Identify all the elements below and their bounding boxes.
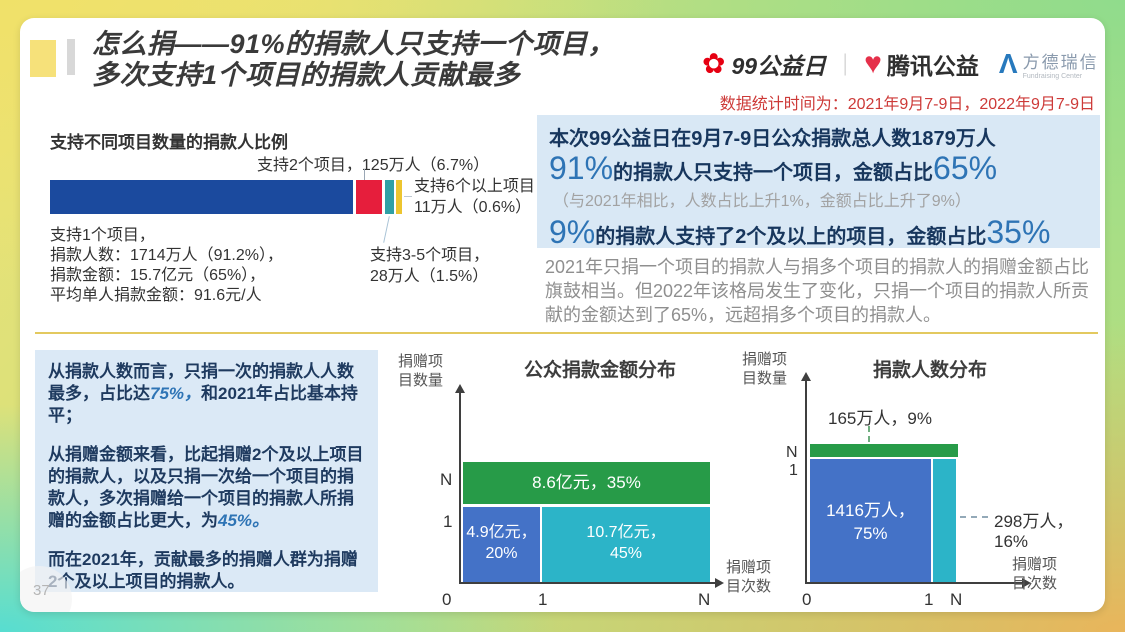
fundraising-center-mark-icon: Λ bbox=[998, 48, 1018, 79]
mekko2-callout-298: 298万人，16% bbox=[994, 512, 1074, 551]
stat-91-text: 的捐款人只支持一个项目，金额占比 bbox=[613, 162, 934, 184]
mekko2-xaxis-arrow-icon bbox=[1022, 578, 1031, 588]
leader-line-6plus-projects bbox=[404, 196, 412, 197]
mekko2-dash-leader-165 bbox=[868, 426, 870, 442]
page-number: 37 bbox=[33, 582, 50, 599]
mekko1-ytick-1: 1 bbox=[443, 512, 453, 531]
brand-fundraising-center-sub: Fundraising Center bbox=[1022, 73, 1083, 80]
bar-segment-2-projects bbox=[356, 180, 382, 214]
mekko1-xtick-1: 1 bbox=[538, 590, 548, 609]
bar-segment-3-5-projects bbox=[385, 180, 394, 214]
stacked-bar-title: 支持不同项目数量的捐款人比例 bbox=[50, 133, 288, 152]
label-1-project-line3: 捐款金额：15.7亿元（65%）， bbox=[50, 267, 266, 284]
stats-comparison-note: （与2021年相比，人数占比上升1%，金额占比上升了9%） bbox=[553, 193, 971, 210]
mekko2-yaxis-arrow-icon bbox=[801, 372, 811, 381]
mekko2-yaxis bbox=[805, 380, 807, 584]
stat-91-value: 91% bbox=[549, 150, 614, 186]
mekko2-ytick-N: N bbox=[786, 444, 798, 461]
mekko2-block-multi-projects bbox=[810, 444, 958, 457]
mekko1-xaxis bbox=[459, 582, 715, 584]
label-1-project-line4: 平均单人捐款金额：91.6元/人 bbox=[50, 287, 262, 304]
mekko2-ytick-1: 1 bbox=[789, 462, 798, 479]
label-1-project-line2: 捐款人数：1714万人（91.2%）， bbox=[50, 247, 283, 264]
slide-card: 怎么捐——91%的捐款人只支持一个项目， 多次支持1个项目的捐款人贡献最多 ✿ … bbox=[20, 18, 1105, 612]
analysis-p1-em: 75%， bbox=[150, 384, 202, 403]
analysis-p3: 而在2021年，贡献最多的捐赠人群为捐赠2个及以上项目的捐款人。 bbox=[48, 550, 358, 591]
gongyi-flower-icon: ✿ bbox=[702, 48, 726, 79]
page-title-line1: 怎么捐——91%的捐款人只支持一个项目， bbox=[92, 29, 616, 59]
bar-segment-6plus-projects bbox=[396, 180, 402, 214]
bar-segment-1-project bbox=[50, 180, 353, 214]
label-2-projects: 支持2个项目，125万人（6.7%） bbox=[257, 157, 490, 174]
data-period-note: 数据统计时间为：2021年9月7-9日，2022年9月7-9日 bbox=[719, 96, 1095, 113]
stat-9-value: 9% bbox=[549, 214, 596, 250]
brand-separator: ｜ bbox=[834, 53, 857, 78]
title-deco-yellow-square bbox=[30, 40, 56, 77]
analysis-p1: 从捐款人数而言，只捐一次的捐款人人数最多，占比达75%，和2021年占比基本持平… bbox=[48, 362, 358, 425]
brand-logos: ✿ 99公益日 ｜ ♥ 腾讯公益 Λ 方德瑞信 Fundraising Cent… bbox=[702, 44, 1099, 84]
stat-line-9: 9% 的捐款人支持了2个及以上的项目，金额占比 35% bbox=[549, 214, 1088, 251]
analysis-p2-em: 45%。 bbox=[218, 511, 270, 530]
mekko2-xaxis bbox=[805, 582, 1023, 584]
stat-65-value: 65% bbox=[933, 150, 998, 186]
mekko2-ylabel: 捐赠项 目数量 bbox=[742, 351, 788, 387]
mekko1-xtick-N: N bbox=[698, 590, 711, 609]
bar-gap bbox=[353, 180, 356, 214]
analysis-panel: 从捐款人数而言，只捐一次的捐款人人数最多，占比达75%，和2021年占比基本持平… bbox=[35, 350, 378, 592]
mekko1-ylabel: 捐赠项 目数量 bbox=[398, 353, 444, 389]
label-6plus-line2: 11万人（0.6%） bbox=[414, 199, 532, 216]
stats-headline: 本次99公益日在9月7-9日公众捐款总人数1879万人 bbox=[549, 128, 996, 150]
mekko2-callout-165: 165万人，9% bbox=[828, 409, 932, 428]
stat-9-text: 的捐款人支持了2个及以上的项目，金额占比 bbox=[595, 226, 987, 248]
mekko2-xlabel: 捐赠项 目次数 bbox=[1012, 556, 1058, 592]
bar-gap bbox=[394, 180, 396, 214]
analysis-p2: 从捐赠金额来看，比起捐赠2个及以上项目的捐款人，以及只捐一次给一个项目的捐款人，… bbox=[48, 445, 364, 530]
label-1-project-line1: 支持1个项目， bbox=[50, 227, 155, 244]
mekko1-block-multi-projects: 8.6亿元，35% bbox=[463, 462, 710, 504]
label-3-5-line2: 28万人（1.5%） bbox=[370, 268, 489, 285]
mekko1-yaxis bbox=[459, 392, 461, 584]
tencent-heart-icon: ♥ bbox=[864, 47, 882, 80]
mekko1-title: 公众捐款金额分布 bbox=[523, 360, 676, 381]
mekko1-xlabel: 捐赠项 目次数 bbox=[726, 559, 772, 595]
stat-line-91: 91% 的捐款人只支持一个项目，金额占比 65% bbox=[549, 150, 1088, 187]
label-6plus-line1: 支持6个以上项目， bbox=[414, 178, 551, 195]
mekko2-block-once: 1416万人， 75% bbox=[810, 459, 931, 582]
mekko2-dash-leader-298 bbox=[960, 516, 988, 518]
brand-99gongyiri: 99公益日 bbox=[731, 53, 827, 79]
mekko1-block-multi-times: 10.7亿元， 45% bbox=[542, 507, 710, 582]
mekko2-xtick-1: 1 bbox=[924, 590, 934, 609]
mekko1-xaxis-arrow-icon bbox=[715, 578, 724, 588]
title-deco-gray-bar bbox=[67, 39, 75, 75]
bar-gap bbox=[382, 180, 385, 214]
label-3-5-line1: 支持3-5个项目， bbox=[370, 247, 490, 264]
mekko2-xtick-0: 0 bbox=[802, 590, 812, 609]
leader-line-3-5-projects bbox=[383, 216, 390, 243]
mekko1-yaxis-arrow-icon bbox=[455, 384, 465, 393]
stat-35-value: 35% bbox=[986, 214, 1051, 250]
label-3-5-projects: 支持3-5个项目， 28万人（1.5%） bbox=[370, 245, 489, 287]
mekko1-ytick-N: N bbox=[440, 470, 453, 489]
page-title: 怎么捐——91%的捐款人只支持一个项目， 多次支持1个项目的捐款人贡献最多 bbox=[92, 29, 615, 91]
fundraising-center-logo: Λ 方德瑞信 Fundraising Center bbox=[998, 48, 1099, 81]
key-stats-box: 本次99公益日在9月7-9日公众捐款总人数1879万人 91% 的捐款人只支持一… bbox=[537, 115, 1100, 251]
summary-paragraph: 2021年只捐一个项目的捐款人与捐多个项目的捐款人的捐赠金额占比旗鼓相当。但20… bbox=[545, 257, 1090, 325]
mekko1-block-once: 4.9亿元， 20% bbox=[463, 507, 540, 582]
label-6plus-projects: 支持6个以上项目， 11万人（0.6%） bbox=[414, 176, 551, 218]
brand-fangderuixin: 方德瑞信 bbox=[1022, 53, 1099, 72]
mekko2-xtick-N: N bbox=[950, 590, 963, 609]
mekko2-title: 捐款人数分布 bbox=[872, 360, 987, 381]
brand-tencent-gongyi: 腾讯公益 bbox=[886, 53, 979, 79]
stacked-bar bbox=[50, 180, 402, 214]
leader-line-2-projects bbox=[364, 169, 365, 180]
mekko1-origin-0: 0 bbox=[442, 590, 452, 609]
section-divider bbox=[35, 332, 1098, 334]
label-1-project-detail: 支持1个项目， 捐款人数：1714万人（91.2%）， 捐款金额：15.7亿元（… bbox=[50, 226, 283, 306]
mekko2-block-multi-times bbox=[933, 459, 956, 582]
page-title-line2: 多次支持1个项目的捐款人贡献最多 bbox=[92, 60, 521, 90]
